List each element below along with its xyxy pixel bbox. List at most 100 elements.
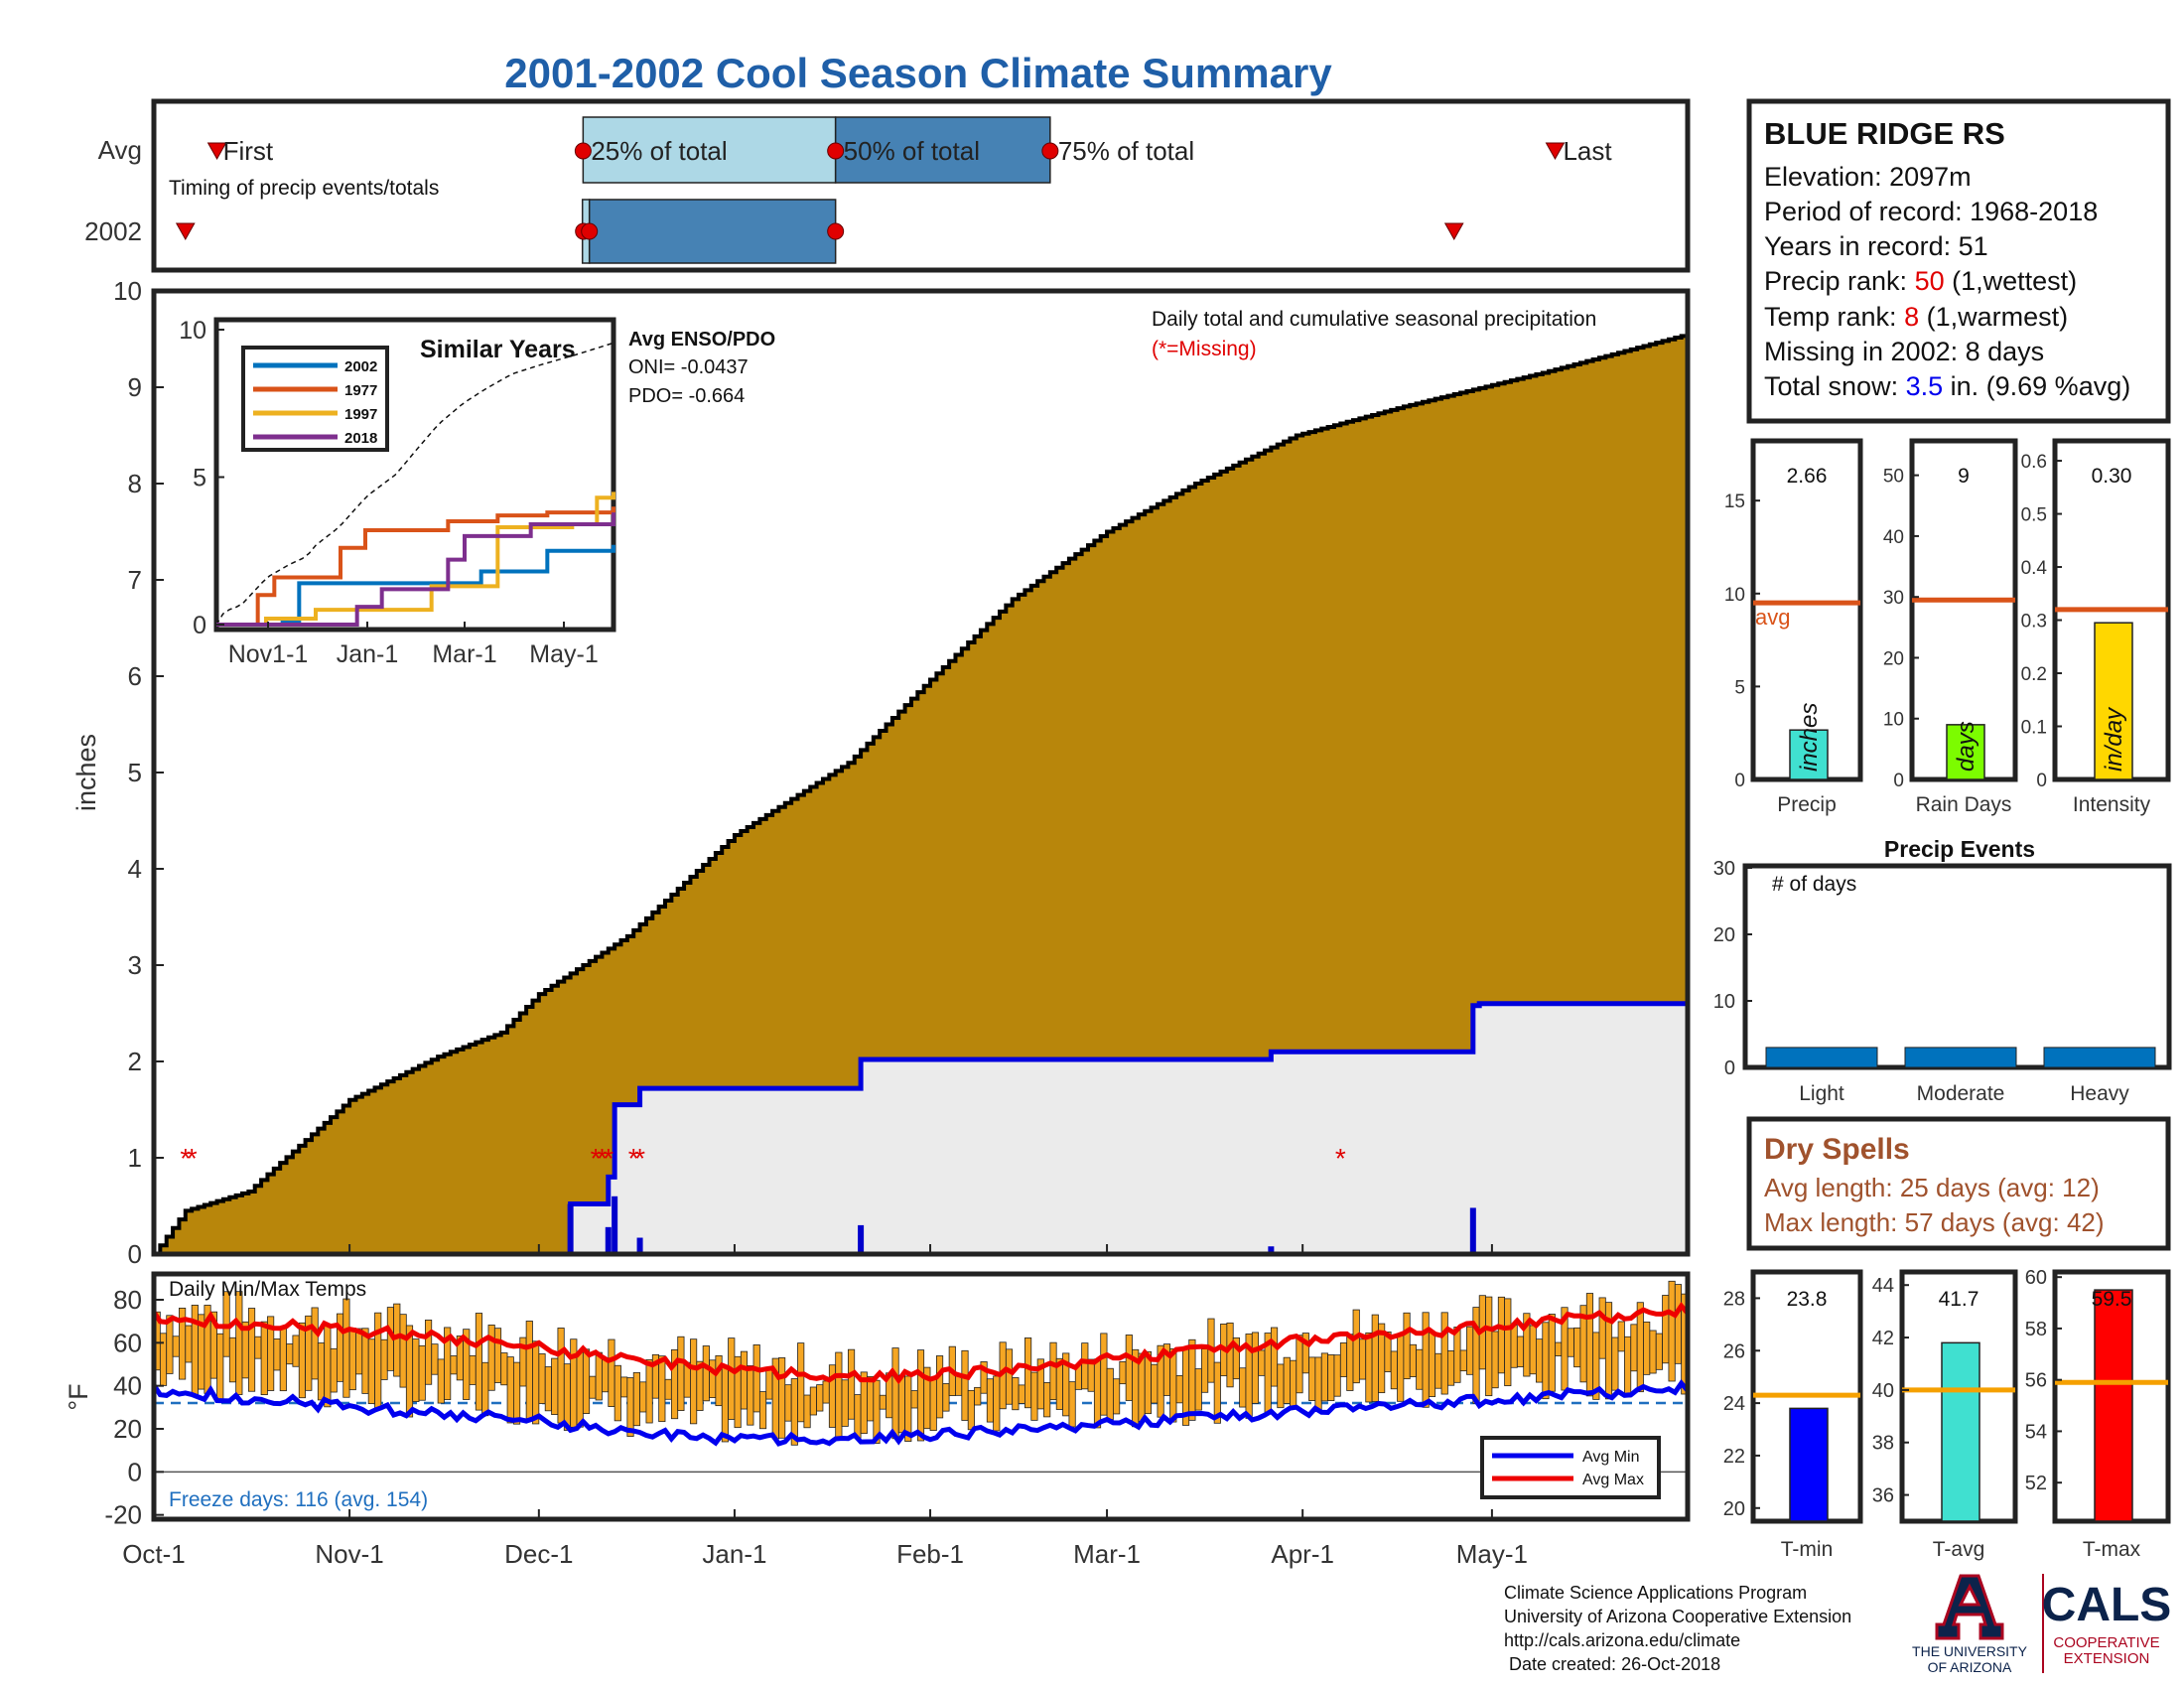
avg-25-marker: [574, 142, 592, 160]
timing-panel: Avg 2002 Timing of precip events/totals …: [84, 98, 1691, 273]
daily-temp-bar: [1030, 1371, 1038, 1421]
daily-precip-bar: [567, 1203, 574, 1254]
daily-temp-bar: [1201, 1348, 1209, 1393]
daily-temp-bar: [513, 1361, 521, 1425]
stat-bar-intensity: 0.30 in/day 0 0.1 0.2 0.3 0.4 0.5 0.6 Intensity: [2021, 438, 2171, 816]
daily-temp-bar: [980, 1361, 988, 1394]
daily-temp-bar: [1536, 1338, 1544, 1383]
timing-p50-label: 50% of total: [844, 136, 980, 166]
daily-temp-bar: [1301, 1333, 1309, 1374]
temp-rank-value: 8: [1904, 302, 1919, 332]
legend-avg-max-label: Avg Max: [1582, 1472, 1644, 1488]
daily-temp-bar: [1012, 1377, 1020, 1411]
stat-bar-value: [1789, 729, 1829, 780]
stat-bar-unit: in/day: [2101, 706, 2127, 772]
daily-temp-bar: [1390, 1350, 1398, 1390]
daily-temp-bar: [645, 1358, 653, 1424]
daily-temp-bar: [1636, 1302, 1644, 1393]
temp-stat-label: T-min: [1781, 1538, 1834, 1561]
dry-spells-frame: [1746, 1116, 2171, 1251]
inset-ytick-label: 5: [193, 465, 206, 492]
temp-stat-t-min: 23.8 20 22 24 26 28 T-min: [1723, 1269, 1863, 1561]
daily-temp-bar: [1339, 1342, 1348, 1377]
temp-rank-note: (1,warmest): [1919, 302, 2068, 332]
daily-temp-bar: [330, 1347, 338, 1393]
dry-spells-box: Dry Spells Avg length: 25 days (avg: 12)…: [1746, 1116, 2171, 1251]
month-axis: Oct-1 Nov-1 Dec-1 Jan-1 Feb-1 Mar-1 Apr-1 May-1: [122, 1244, 1528, 1569]
daily-temp-bar: [879, 1394, 887, 1410]
station-period: Period of record: 1968-2018: [1764, 197, 2098, 226]
daily-temp-bar: [835, 1351, 843, 1439]
stat-bar-precip: avg 2.66 inches 0 5 10 15 Precip: [1724, 438, 1863, 816]
daily-temp-bar: [614, 1364, 621, 1422]
dry-spells-title: Dry Spells: [1764, 1133, 1910, 1166]
station-precip-rank: Precip rank: 50 (1,wettest): [1764, 266, 2077, 296]
daily-temp-bar: [1662, 1295, 1670, 1364]
station-missing: Missing in 2002: 8 days: [1764, 337, 2044, 366]
daily-temp-bar: [254, 1336, 262, 1359]
stat-bar-avg-label: avg: [1755, 605, 1790, 630]
inset-xtick-label: Nov1-1: [228, 640, 309, 668]
daily-temp-bar: [292, 1335, 300, 1367]
precip-ytick-label: 0: [128, 1239, 142, 1269]
daily-temp-bar: [1365, 1332, 1373, 1403]
inset-legend-label: 2018: [344, 430, 377, 447]
similar-year-line-2018: [216, 512, 615, 627]
daily-temp-bar: [1024, 1337, 1032, 1409]
stat-bar-tick-label: 0: [1734, 771, 1745, 791]
timing-first-label: First: [223, 136, 274, 166]
stat-bar-tick-label: 0.6: [2021, 452, 2047, 473]
temp-stat-tick-label: 54: [2025, 1421, 2047, 1443]
daily-temp-bar: [399, 1314, 407, 1388]
temp-ytick-label: 0: [128, 1457, 142, 1486]
stat-bar-unit: days: [1953, 721, 1979, 772]
ua-logo-line-2: OF ARIZONA: [1928, 1659, 2012, 1675]
temp-stat-tick-label: 56: [2025, 1370, 2047, 1392]
avg-50-marker: [827, 142, 845, 160]
temp-caption: Daily Min/Max Temps: [169, 1278, 366, 1301]
daily-temp-bar: [803, 1394, 811, 1429]
enso-title: Avg ENSO/PDO: [628, 329, 775, 351]
temp-stat-value-label: 41.7: [1939, 1288, 1979, 1311]
daily-temp-bar: [1485, 1296, 1493, 1397]
footer: Climate Science Applications Program Uni…: [1504, 1583, 1851, 1674]
daily-temp-bar: [993, 1375, 1001, 1432]
daily-temp-bar: [216, 1333, 224, 1400]
daily-temp-bar: [1542, 1322, 1550, 1400]
precip-events-chart: Precip Events # of days Light Moderate Hea…: [1713, 836, 2172, 1105]
daily-temp-bar: [1232, 1336, 1240, 1380]
stat-bar-tick-label: 0: [2036, 771, 2047, 791]
daily-temp-bar: [974, 1386, 982, 1406]
daily-temp-bar: [784, 1384, 792, 1422]
daily-temp-bar: [690, 1338, 698, 1425]
daily-temp-bar: [1446, 1350, 1455, 1386]
stat-bar-tick-label: 40: [1883, 527, 1904, 548]
daily-precip-bar: [636, 1237, 643, 1254]
inset-avg-curve: [215, 342, 614, 626]
similar-year-line-1997: [216, 492, 615, 627]
avg-min-temp-line: [151, 1379, 1690, 1447]
daily-temp-bar: [538, 1353, 546, 1404]
daily-temp-bar: [916, 1349, 925, 1442]
temp-ytick-label: -20: [104, 1500, 142, 1530]
month-label: Oct-1: [122, 1539, 186, 1569]
daily-temp-bar: [1573, 1327, 1581, 1368]
daily-temp-bar: [260, 1321, 268, 1396]
inset-ytick-label: 10: [179, 317, 206, 345]
inset-title: Similar Years: [420, 336, 576, 363]
temp-ytick-label: 60: [113, 1328, 142, 1357]
avg-first-marker: [206, 142, 227, 161]
temp-stat-t-max: 59.5 52 54 56 58 60 T-max: [2025, 1267, 2171, 1561]
daily-temp-bar: [847, 1348, 856, 1420]
daily-temp-bar: [1188, 1338, 1196, 1421]
daily-temp-bar: [1169, 1347, 1177, 1423]
daily-temp-bar: [728, 1337, 736, 1420]
daily-temp-bar: [1567, 1328, 1574, 1357]
y2002-first-marker: [175, 222, 196, 241]
daily-temp-bar: [311, 1307, 319, 1380]
inset-legend-label: 2002: [344, 358, 377, 375]
missing-day-marker: *: [1335, 1143, 1346, 1174]
daily-temp-bar: [1043, 1382, 1051, 1418]
temp-stat-bar: [1941, 1341, 1980, 1522]
inset-xtick-label: May-1: [529, 640, 598, 668]
